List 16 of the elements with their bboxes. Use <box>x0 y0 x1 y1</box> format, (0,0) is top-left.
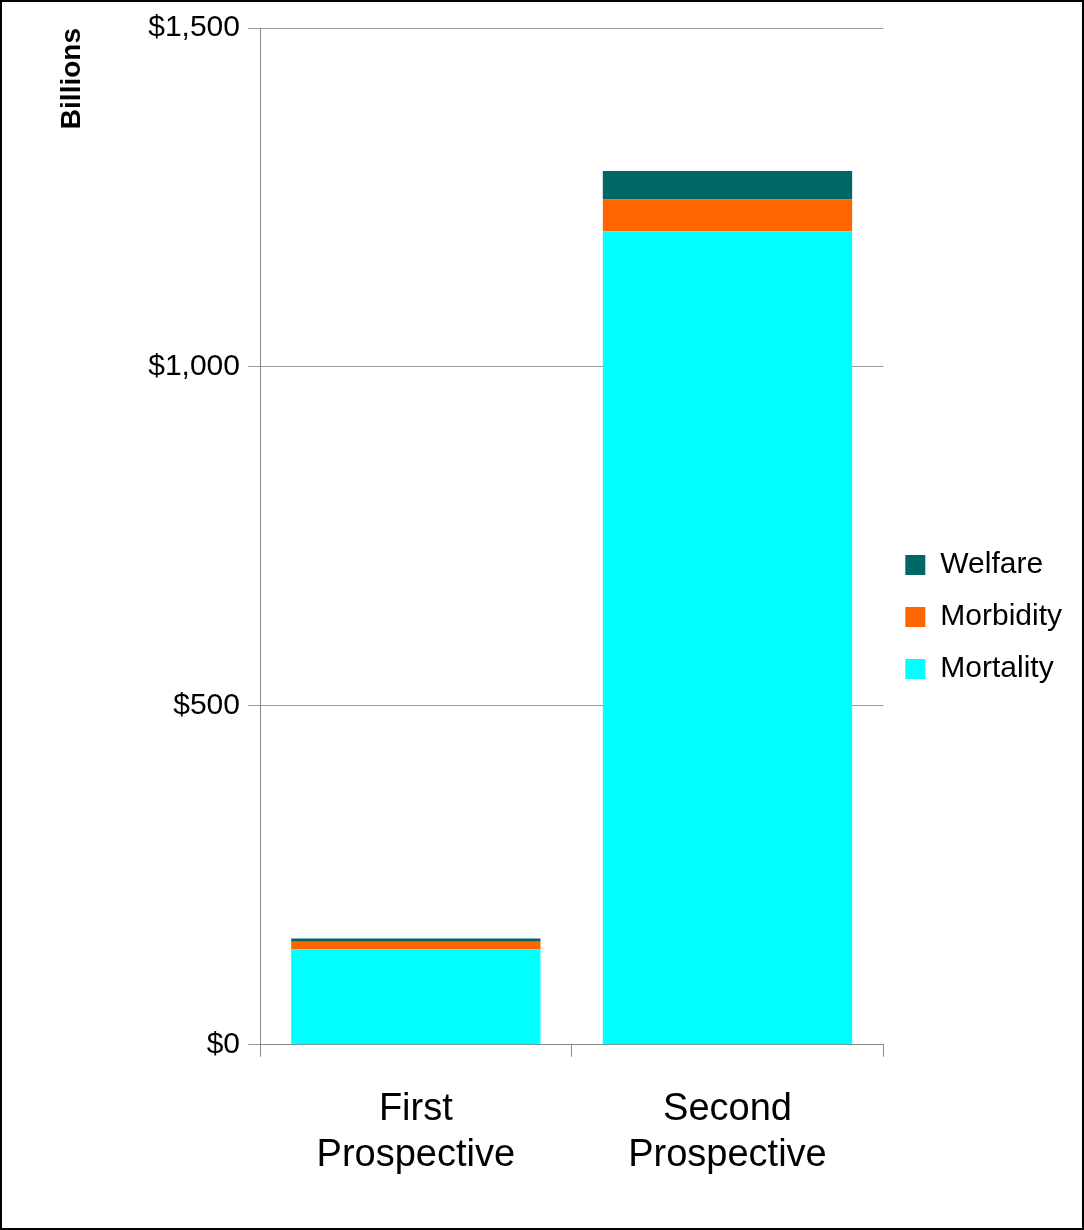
legend-label: Welfare <box>940 546 1044 580</box>
bar <box>602 171 853 200</box>
y-tick-label: $1,000 <box>148 348 240 382</box>
bar <box>291 949 541 1045</box>
y-tick-label: $500 <box>173 687 240 721</box>
y-tick-label: $1,500 <box>148 9 240 43</box>
x-tick-label: First Prospective <box>316 1086 516 1174</box>
legend-label: Mortality <box>940 650 1054 684</box>
bar <box>602 231 853 1045</box>
y-axis-title: Billions <box>54 28 86 130</box>
x-tick-label: Second Prospective <box>628 1086 827 1174</box>
bar <box>602 199 853 232</box>
bar <box>291 938 541 942</box>
legend-label: Morbidity <box>940 598 1062 632</box>
y-tick-label: $0 <box>206 1026 240 1060</box>
bar <box>291 941 541 950</box>
